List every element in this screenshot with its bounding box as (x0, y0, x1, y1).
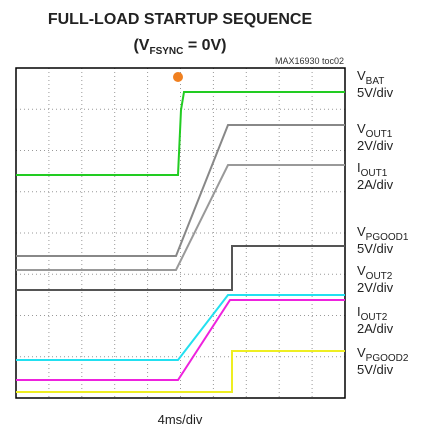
channel-name: VPGOOD2 (357, 345, 409, 364)
channel-main: V (357, 345, 366, 360)
channel-sub: BAT (366, 76, 385, 87)
part-number: MAX16930 toc02 (275, 56, 344, 66)
channel-sub: OUT2 (366, 271, 393, 282)
trace-iout2 (16, 299, 345, 381)
channel-name: VOUT2 (357, 263, 393, 282)
channel-scale: 5V/div (357, 85, 394, 100)
channel-labels: VBAT5V/divVOUT12V/divIOUT12A/divVPGOOD15… (357, 68, 409, 377)
channel-sub: OUT1 (361, 168, 388, 179)
channel-main: V (357, 224, 366, 239)
subtitle-close: = 0V) (183, 37, 226, 54)
trace-vout1 (16, 124, 345, 257)
subtitle: (VFSYNC = 0V) (133, 37, 226, 57)
channel-main: I (357, 304, 361, 319)
channel-sub: PGOOD1 (366, 232, 409, 243)
channel-scale: 2A/div (357, 177, 394, 192)
channel-sub: OUT1 (366, 129, 393, 140)
channel-scale: 2V/div (357, 280, 394, 295)
trace-iout1 (16, 164, 345, 271)
channel-name: VBAT (357, 68, 384, 87)
channel-scale: 5V/div (357, 241, 394, 256)
channel-sub: PGOOD2 (366, 353, 409, 364)
channel-scale: 5V/div (357, 362, 394, 377)
title: FULL-LOAD STARTUP SEQUENCE (48, 11, 313, 28)
channel-scale: 2V/div (357, 138, 394, 153)
channel-main: V (357, 121, 366, 136)
channel-name: VPGOOD1 (357, 224, 409, 243)
channel-main: V (357, 263, 366, 278)
channel-scale: 2A/div (357, 321, 394, 336)
trace-vpgood2 (16, 350, 345, 393)
screen-border (15, 67, 346, 399)
x-label: 4ms/div (158, 412, 203, 427)
channel-sub: OUT2 (361, 312, 388, 323)
channel-name: IOUT2 (357, 304, 388, 323)
channel-name: VOUT1 (357, 121, 393, 140)
trace-vout2 (16, 294, 345, 361)
channel-main: I (357, 160, 361, 175)
channel-main: V (357, 68, 366, 83)
trace-vbat (16, 91, 345, 176)
trigger-marker (173, 72, 183, 82)
channel-name: IOUT1 (357, 160, 388, 179)
subtitle-open: (V (133, 37, 149, 54)
trace-vpgood1 (16, 245, 345, 291)
subtitle-sub: FSYNC (149, 46, 183, 57)
